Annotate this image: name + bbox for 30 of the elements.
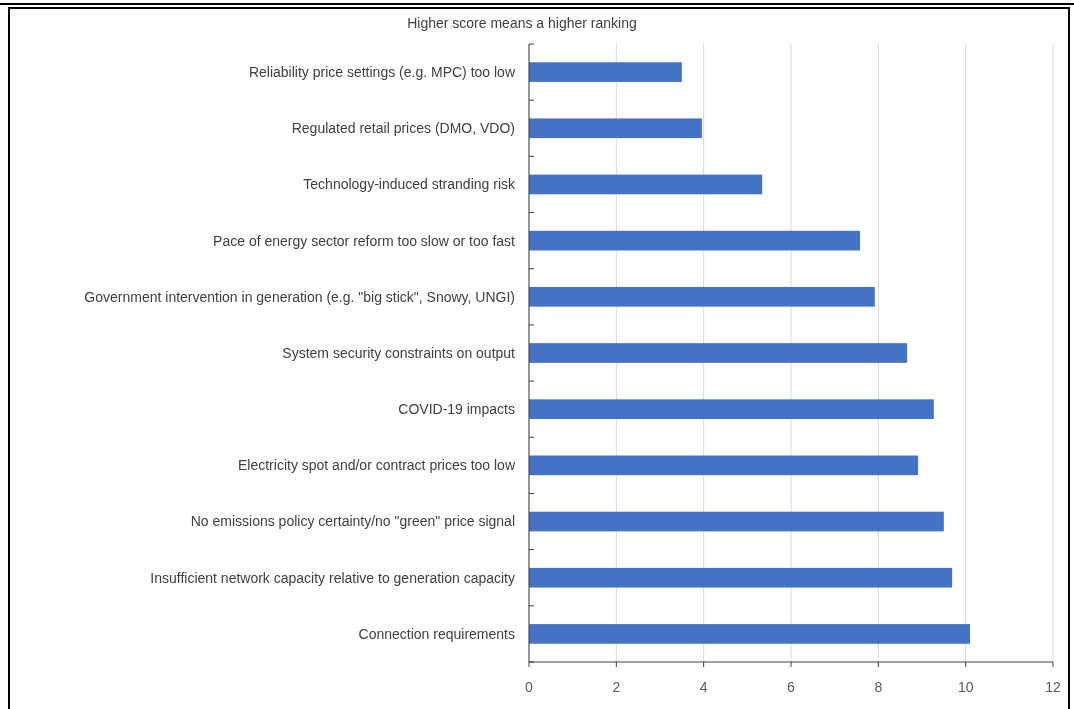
x-tick-label: 2 [612, 679, 621, 695]
x-tick-label: 0 [525, 679, 534, 695]
bar [529, 286, 875, 307]
bar [529, 118, 702, 139]
y-tick-label: COVID-19 impacts [398, 401, 515, 418]
y-tick-label: Government intervention in generation (e.g. "big stick", Snowy, UNGI) [84, 288, 515, 305]
bar [529, 567, 953, 588]
bar [529, 62, 682, 82]
y-tick-label: Electricity spot and/or contract prices too low [237, 457, 516, 474]
bar [529, 343, 908, 363]
y-tick-label: Insufficient network capacity relative to generation capacity [150, 569, 515, 586]
bar [529, 174, 763, 195]
x-tick-label: 12 [1045, 679, 1061, 695]
x-tick-label: 8 [874, 679, 883, 695]
bar [529, 230, 860, 251]
x-tick-label: 6 [787, 679, 796, 695]
bar [529, 455, 919, 476]
x-tick-label: 4 [699, 679, 708, 695]
bar [529, 399, 934, 420]
x-tick-label: 10 [957, 679, 974, 695]
y-tick-label: Reliability price settings (e.g. MPC) too low [248, 63, 516, 80]
y-tick-label: System security constraints on output [282, 344, 516, 361]
y-tick-label: Pace of energy sector reform too slow or too fast [213, 232, 516, 249]
y-tick-label: Technology-induced stranding risk [303, 176, 516, 193]
y-tick-label: Regulated retail prices (DMO, VDO) [291, 120, 515, 137]
bar [529, 511, 944, 532]
y-tick-label: No emissions policy certainty/no "green" price signal [190, 513, 515, 530]
bar [529, 624, 971, 644]
y-tick-label: Connection requirements [358, 625, 515, 642]
chart-subtitle: Higher score means a higher ranking [407, 15, 637, 31]
